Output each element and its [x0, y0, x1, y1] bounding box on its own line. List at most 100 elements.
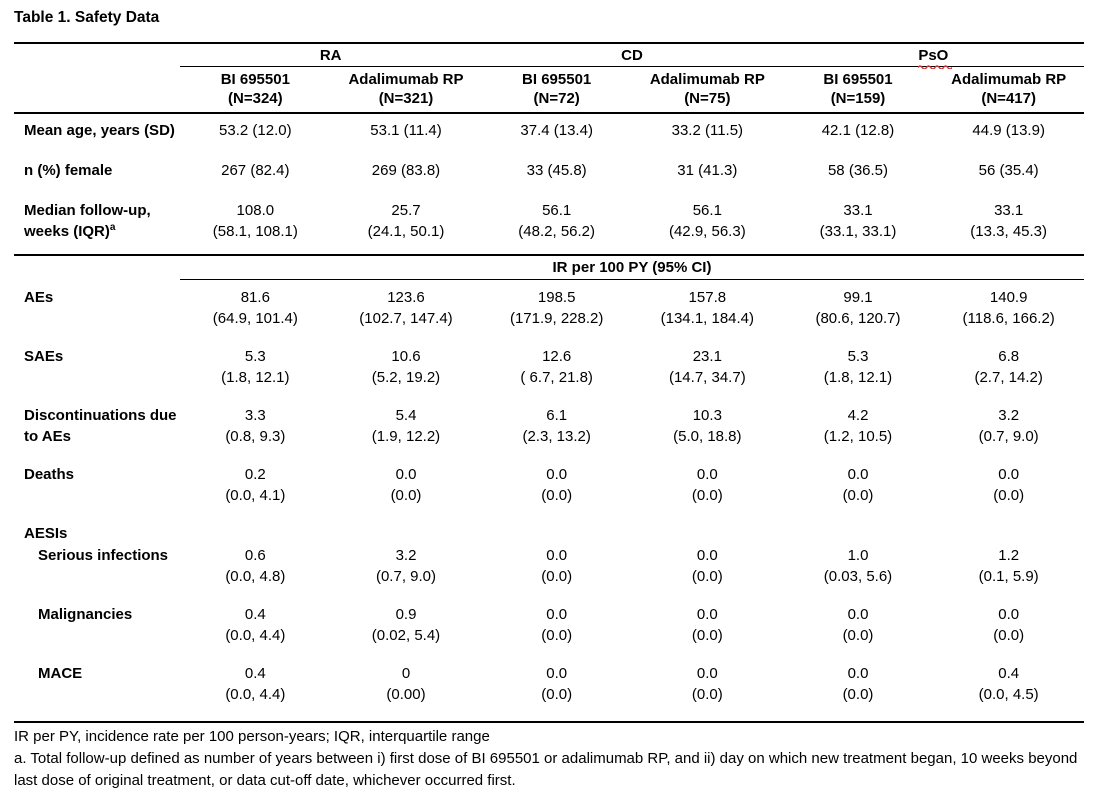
row-label: Malignancies: [14, 604, 180, 646]
group-header-ra: RA: [180, 46, 481, 65]
table-row: n (%) female 267 (82.4) 269 (83.8) 33 (45.8…: [14, 160, 1084, 181]
ir-section-header: IR per 100 PY (95% CI): [180, 256, 1084, 280]
point-estimate: 5.4: [395, 407, 417, 424]
value-cell: 33.1 (33.1, 33.1): [783, 200, 934, 242]
value-cell: 6.8 (2.7, 14.2): [933, 346, 1084, 388]
confidence-interval: (0.0): [993, 627, 1025, 644]
confidence-interval: (5.2, 19.2): [371, 369, 441, 386]
value-cell: 56.1 (42.9, 56.3): [632, 200, 783, 242]
value-cell: 6.1 (2.3, 13.2): [481, 405, 632, 447]
point-estimate: 0.0: [847, 665, 869, 682]
value-cell: 1.0 (0.03, 5.6): [783, 545, 934, 587]
confidence-interval: (80.6, 120.7): [815, 310, 901, 327]
value-cell: 157.8 (134.1, 184.4): [632, 287, 783, 329]
treatment-arm-label: Adalimumab RP: [649, 71, 765, 88]
confidence-interval: (0.0): [691, 686, 723, 703]
sample-size-label: (N=72): [533, 90, 580, 107]
value-cell: 37.4 (13.4): [481, 120, 632, 141]
point-estimate: 33 (45.8): [526, 162, 587, 179]
value-cell: 0.0 (0.0): [933, 464, 1084, 506]
confidence-interval: (0.0): [390, 487, 422, 504]
table-row: MACE 0.4 (0.0, 4.4) 0 (0.00) 0.0 (0.0) 0.0 (0.0)…: [14, 663, 1084, 705]
point-estimate: 25.7: [391, 202, 421, 219]
confidence-interval: (0.7, 9.0): [978, 428, 1039, 445]
row-label: AEs: [14, 287, 180, 329]
group-header-row: RA CD PsO: [180, 44, 1084, 69]
point-estimate: 53.1 (11.4): [370, 122, 442, 139]
row-label-text: AESIs: [24, 525, 68, 542]
point-estimate: 33.1: [843, 202, 873, 219]
treatment-arm-label: BI 695501: [823, 71, 893, 88]
point-estimate: 0.0: [546, 466, 568, 483]
point-estimate: 31 (41.3): [677, 162, 738, 179]
confidence-interval: (0.0, 4.4): [225, 686, 286, 703]
group-label: PsO: [918, 47, 949, 64]
confidence-interval: (134.1, 184.4): [660, 310, 755, 327]
row-label: MACE: [14, 663, 180, 705]
row-label: SAEs: [14, 346, 180, 388]
point-estimate: 4.2: [847, 407, 869, 424]
point-estimate: 0.0: [546, 665, 568, 682]
point-estimate: 5.3: [847, 348, 869, 365]
confidence-interval: (0.0): [691, 568, 723, 585]
value-cell: 53.1 (11.4): [331, 120, 482, 141]
value-cell: 267 (82.4): [180, 160, 331, 181]
value-cell: 0.2 (0.0, 4.1): [180, 464, 331, 506]
confidence-interval: (42.9, 56.3): [668, 223, 746, 240]
value-cell: 0.0 (0.0): [632, 663, 783, 705]
value-cell: 0.4 (0.0, 4.4): [180, 663, 331, 705]
table-row: Serious infections 0.6 (0.0, 4.8) 3.2 (0.7, …: [14, 545, 1084, 587]
value-cell: 0.0 (0.0): [632, 545, 783, 587]
value-cell: 5.3 (1.8, 12.1): [180, 346, 331, 388]
baseline-rows: Mean age, years (SD) 53.2 (12.0) 53.1 (11.…: [14, 114, 1084, 242]
confidence-interval: (1.8, 12.1): [823, 369, 893, 386]
point-estimate: 56.1: [542, 202, 572, 219]
table-title: Table 1. Safety Data: [14, 9, 160, 26]
table-row: SAEs 5.3 (1.8, 12.1) 10.6 (5.2, 19.2) 12.6 ( 6…: [14, 346, 1084, 388]
row-label-text: MACE: [38, 665, 83, 682]
confidence-interval: (171.9, 228.2): [509, 310, 604, 327]
row-label-text: Discontinuations due: [24, 407, 177, 424]
value-cell: 31 (41.3): [632, 160, 783, 181]
row-label: n (%) female: [14, 160, 180, 181]
point-estimate: 3.2: [998, 407, 1020, 424]
row-label-text: Serious infections: [38, 547, 169, 564]
row-label-text: Malignancies: [38, 606, 133, 623]
value-cell: 33 (45.8): [481, 160, 632, 181]
point-estimate: 3.2: [395, 547, 417, 564]
point-estimate: 0.0: [847, 606, 869, 623]
confidence-interval: (102.7, 147.4): [359, 310, 453, 327]
confidence-interval: (0.0, 4.5): [978, 686, 1039, 703]
point-estimate: 33.2 (11.5): [671, 122, 744, 139]
confidence-interval: (1.2, 10.5): [823, 428, 893, 445]
point-estimate: 12.6: [542, 348, 572, 365]
confidence-interval: (2.3, 13.2): [522, 428, 591, 445]
row-label: Deaths: [14, 464, 180, 506]
footnote-marker: a: [109, 222, 116, 233]
value-cell: 0.0 (0.0): [632, 604, 783, 646]
value-cell: 23.1 (14.7, 34.7): [632, 346, 783, 388]
point-estimate: 0.0: [998, 466, 1020, 483]
point-estimate: 81.6: [240, 289, 270, 306]
row-label-text: Deaths: [24, 466, 75, 483]
confidence-interval: ( 6.7, 21.8): [520, 369, 593, 386]
point-estimate: 33.1: [994, 202, 1024, 219]
value-cell: 0.0 (0.0): [331, 464, 482, 506]
point-estimate: 58 (36.5): [827, 162, 889, 179]
value-cell: 3.2 (0.7, 9.0): [933, 405, 1084, 447]
value-cell: 33.1 (13.3, 45.3): [933, 200, 1084, 242]
confidence-interval: (0.0): [691, 627, 723, 644]
value-cell: 5.3 (1.8, 12.1): [783, 346, 934, 388]
confidence-interval: (0.03, 5.6): [823, 568, 893, 585]
confidence-interval: (1.9, 12.2): [371, 428, 441, 445]
section-divider-rule: [14, 254, 1084, 256]
value-cell: 0.0 (0.0): [783, 464, 934, 506]
value-cell: 0.4 (0.0, 4.4): [180, 604, 331, 646]
column-header: Adalimumab RP (N=417): [933, 70, 1084, 108]
confidence-interval: (48.2, 56.2): [518, 223, 596, 240]
column-header-row: BI 695501 (N=324) Adalimumab RP (N=321) BI 6…: [180, 67, 1084, 112]
value-cell: 42.1 (12.8): [783, 120, 934, 141]
value-cell: 58 (36.5): [783, 160, 934, 181]
point-estimate: 1.2: [998, 547, 1020, 564]
row-label-text: AEs: [24, 289, 54, 306]
